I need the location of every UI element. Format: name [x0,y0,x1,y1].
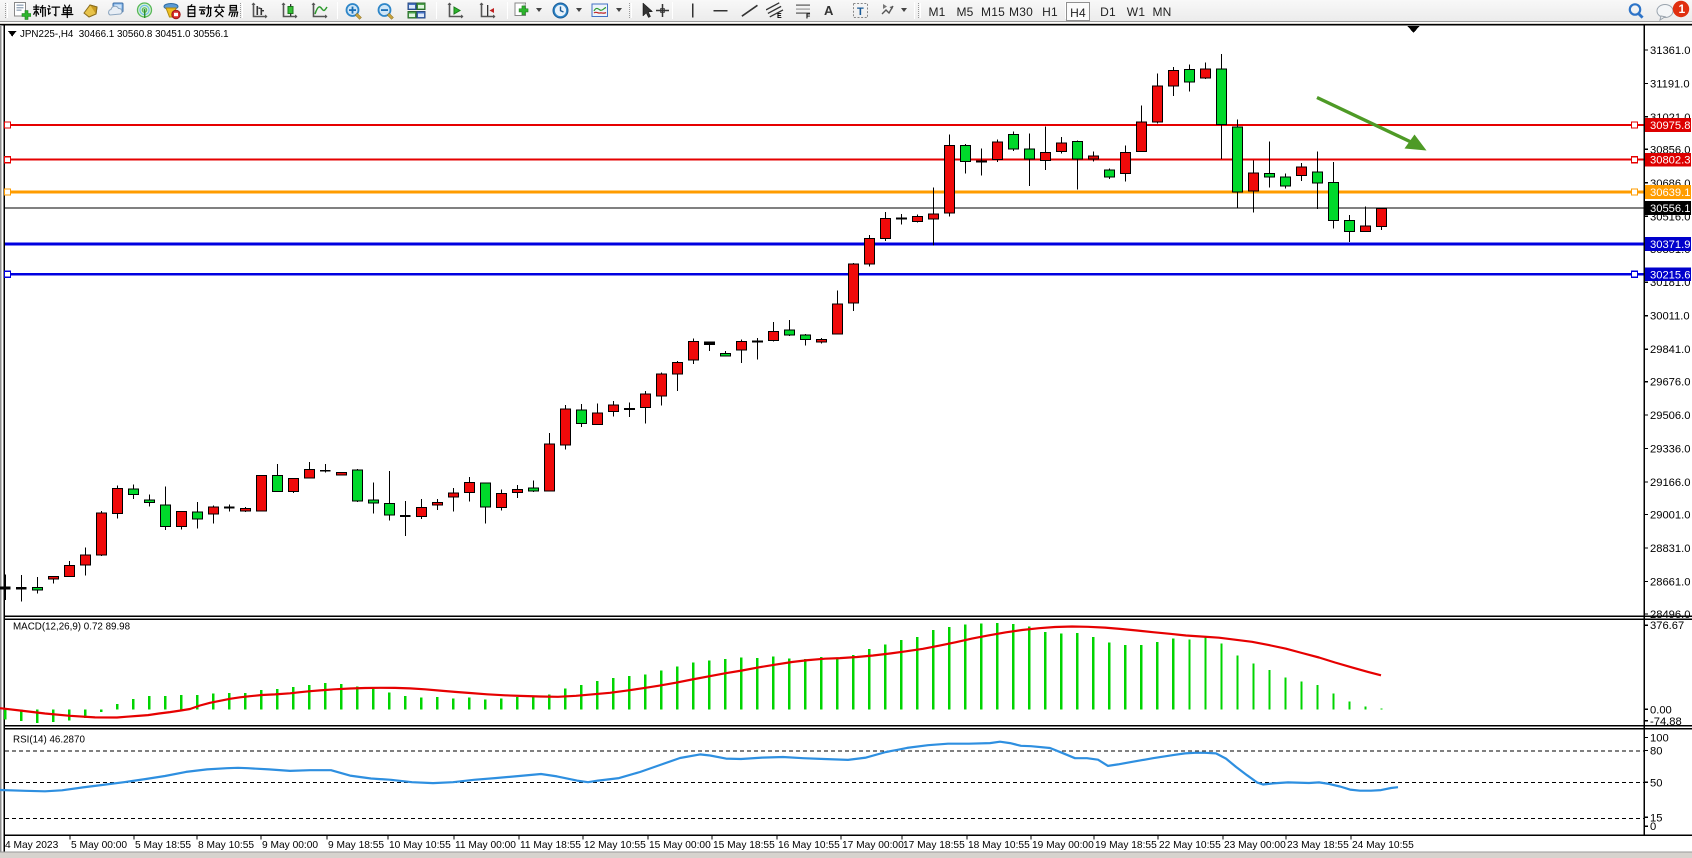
svg-text:0.00: 0.00 [1650,704,1672,716]
svg-text:29841.0: 29841.0 [1650,344,1690,356]
svg-text:31191.0: 31191.0 [1650,78,1690,90]
svg-text:JPN225-,H4 30466.1 30560.8 30: JPN225-,H4 30466.1 30560.8 30451.0 30556… [20,29,229,40]
svg-text:30556.1: 30556.1 [1650,203,1690,215]
svg-text:31361.0: 31361.0 [1650,45,1690,57]
svg-text:23 May 18:55: 23 May 18:55 [1287,840,1349,851]
svg-text:4 May 2023: 4 May 2023 [5,840,59,851]
svg-text:80: 80 [1650,745,1662,757]
svg-text:-74.88: -74.88 [1650,716,1682,728]
svg-text:5 May 18:55: 5 May 18:55 [135,840,191,851]
svg-text:0: 0 [1650,821,1656,833]
svg-text:8 May 10:55: 8 May 10:55 [198,840,254,851]
svg-text:30639.1: 30639.1 [1650,187,1690,199]
svg-text:22 May 10:55: 22 May 10:55 [1159,840,1221,851]
svg-text:11 May 18:55: 11 May 18:55 [520,840,581,851]
svg-text:15: 15 [1650,812,1662,824]
svg-text:19 May 00:00: 19 May 00:00 [1032,840,1094,851]
svg-text:19 May 18:55: 19 May 18:55 [1095,840,1157,851]
svg-text:16 May 10:55: 16 May 10:55 [778,840,840,851]
svg-text:24 May 10:55: 24 May 10:55 [1352,840,1414,851]
svg-text:29001.0: 29001.0 [1650,510,1690,522]
svg-text:376.67: 376.67 [1650,620,1684,632]
svg-text:MACD(12,26,9) 0.72 89.98: MACD(12,26,9) 0.72 89.98 [13,622,131,633]
svg-text:15 May 18:55: 15 May 18:55 [713,840,775,851]
svg-text:30975.8: 30975.8 [1650,120,1690,132]
svg-text:17 May 00:00: 17 May 00:00 [842,840,904,851]
svg-text:T: T [857,6,864,18]
svg-text:12 May 10:55: 12 May 10:55 [584,840,646,851]
svg-text:15 May 00:00: 15 May 00:00 [649,840,711,851]
svg-text:RSI(14) 46.2870: RSI(14) 46.2870 [13,735,85,746]
svg-text:10 May 10:55: 10 May 10:55 [389,840,451,851]
svg-text:E: E [777,13,782,20]
svg-text:30371.9: 30371.9 [1650,239,1690,251]
svg-text:23 May 00:00: 23 May 00:00 [1224,840,1286,851]
svg-text:28831.0: 28831.0 [1650,543,1690,555]
svg-text:28661.0: 28661.0 [1650,577,1690,589]
svg-text:11 May 00:00: 11 May 00:00 [455,840,516,851]
svg-text:28496.0: 28496.0 [1650,609,1690,621]
svg-text:18 May 10:55: 18 May 10:55 [968,840,1030,851]
svg-text:9 May 18:55: 9 May 18:55 [328,840,384,851]
svg-text:29336.0: 29336.0 [1650,444,1690,456]
svg-text:29676.0: 29676.0 [1650,377,1690,389]
svg-text:29506.0: 29506.0 [1650,410,1690,422]
svg-text:17 May 18:55: 17 May 18:55 [903,840,965,851]
svg-text:30215.6: 30215.6 [1650,269,1690,281]
svg-text:29166.0: 29166.0 [1650,477,1690,489]
svg-text:30011.0: 30011.0 [1650,311,1690,323]
svg-text:1: 1 [1679,2,1686,16]
svg-text:F: F [806,14,811,21]
svg-text:9 May 00:00: 9 May 00:00 [262,840,318,851]
svg-text:5 May 00:00: 5 May 00:00 [71,840,127,851]
svg-text:50: 50 [1650,777,1662,789]
svg-text:100: 100 [1650,732,1669,744]
svg-text:30802.3: 30802.3 [1650,155,1690,167]
